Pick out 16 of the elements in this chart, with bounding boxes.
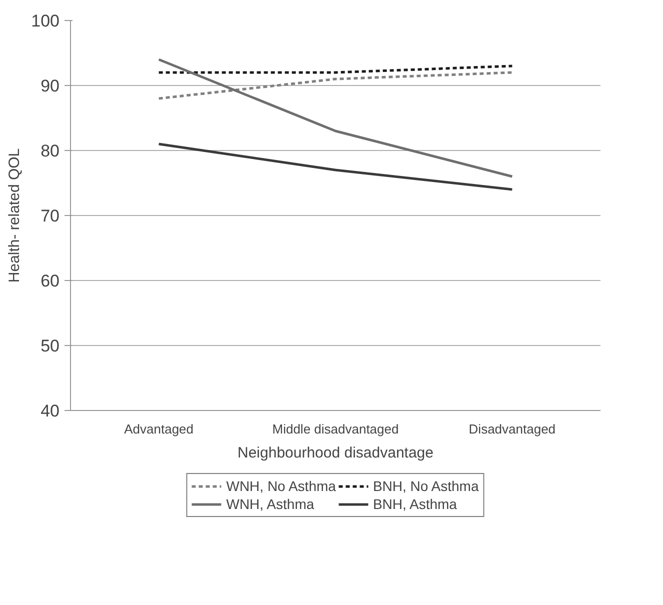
y-tick-label: 70 [40,206,60,226]
x-tick-label: Middle disadvantaged [272,422,399,436]
y-tick-label: 40 [40,402,60,420]
legend-label: BNH, Asthma [372,496,457,512]
x-tick-label: Disadvantaged [468,422,556,436]
y-tick-label: 100 [31,12,60,30]
x-axis-title: Neighbourhood disadvantage [238,444,434,462]
y-tick-label: 80 [40,142,60,160]
y-tick-label: 60 [40,272,60,290]
legend-label: WNH, Asthma [226,496,314,512]
y-tick-label: 50 [40,336,60,356]
legend-label: BNH, No Asthma [372,478,479,494]
y-axis-title: Health- related QOL [6,148,24,283]
x-tick-label: Advantaged [124,422,194,436]
legend-label: WNH, No Asthma [226,478,336,494]
y-tick-label: 90 [40,76,60,96]
